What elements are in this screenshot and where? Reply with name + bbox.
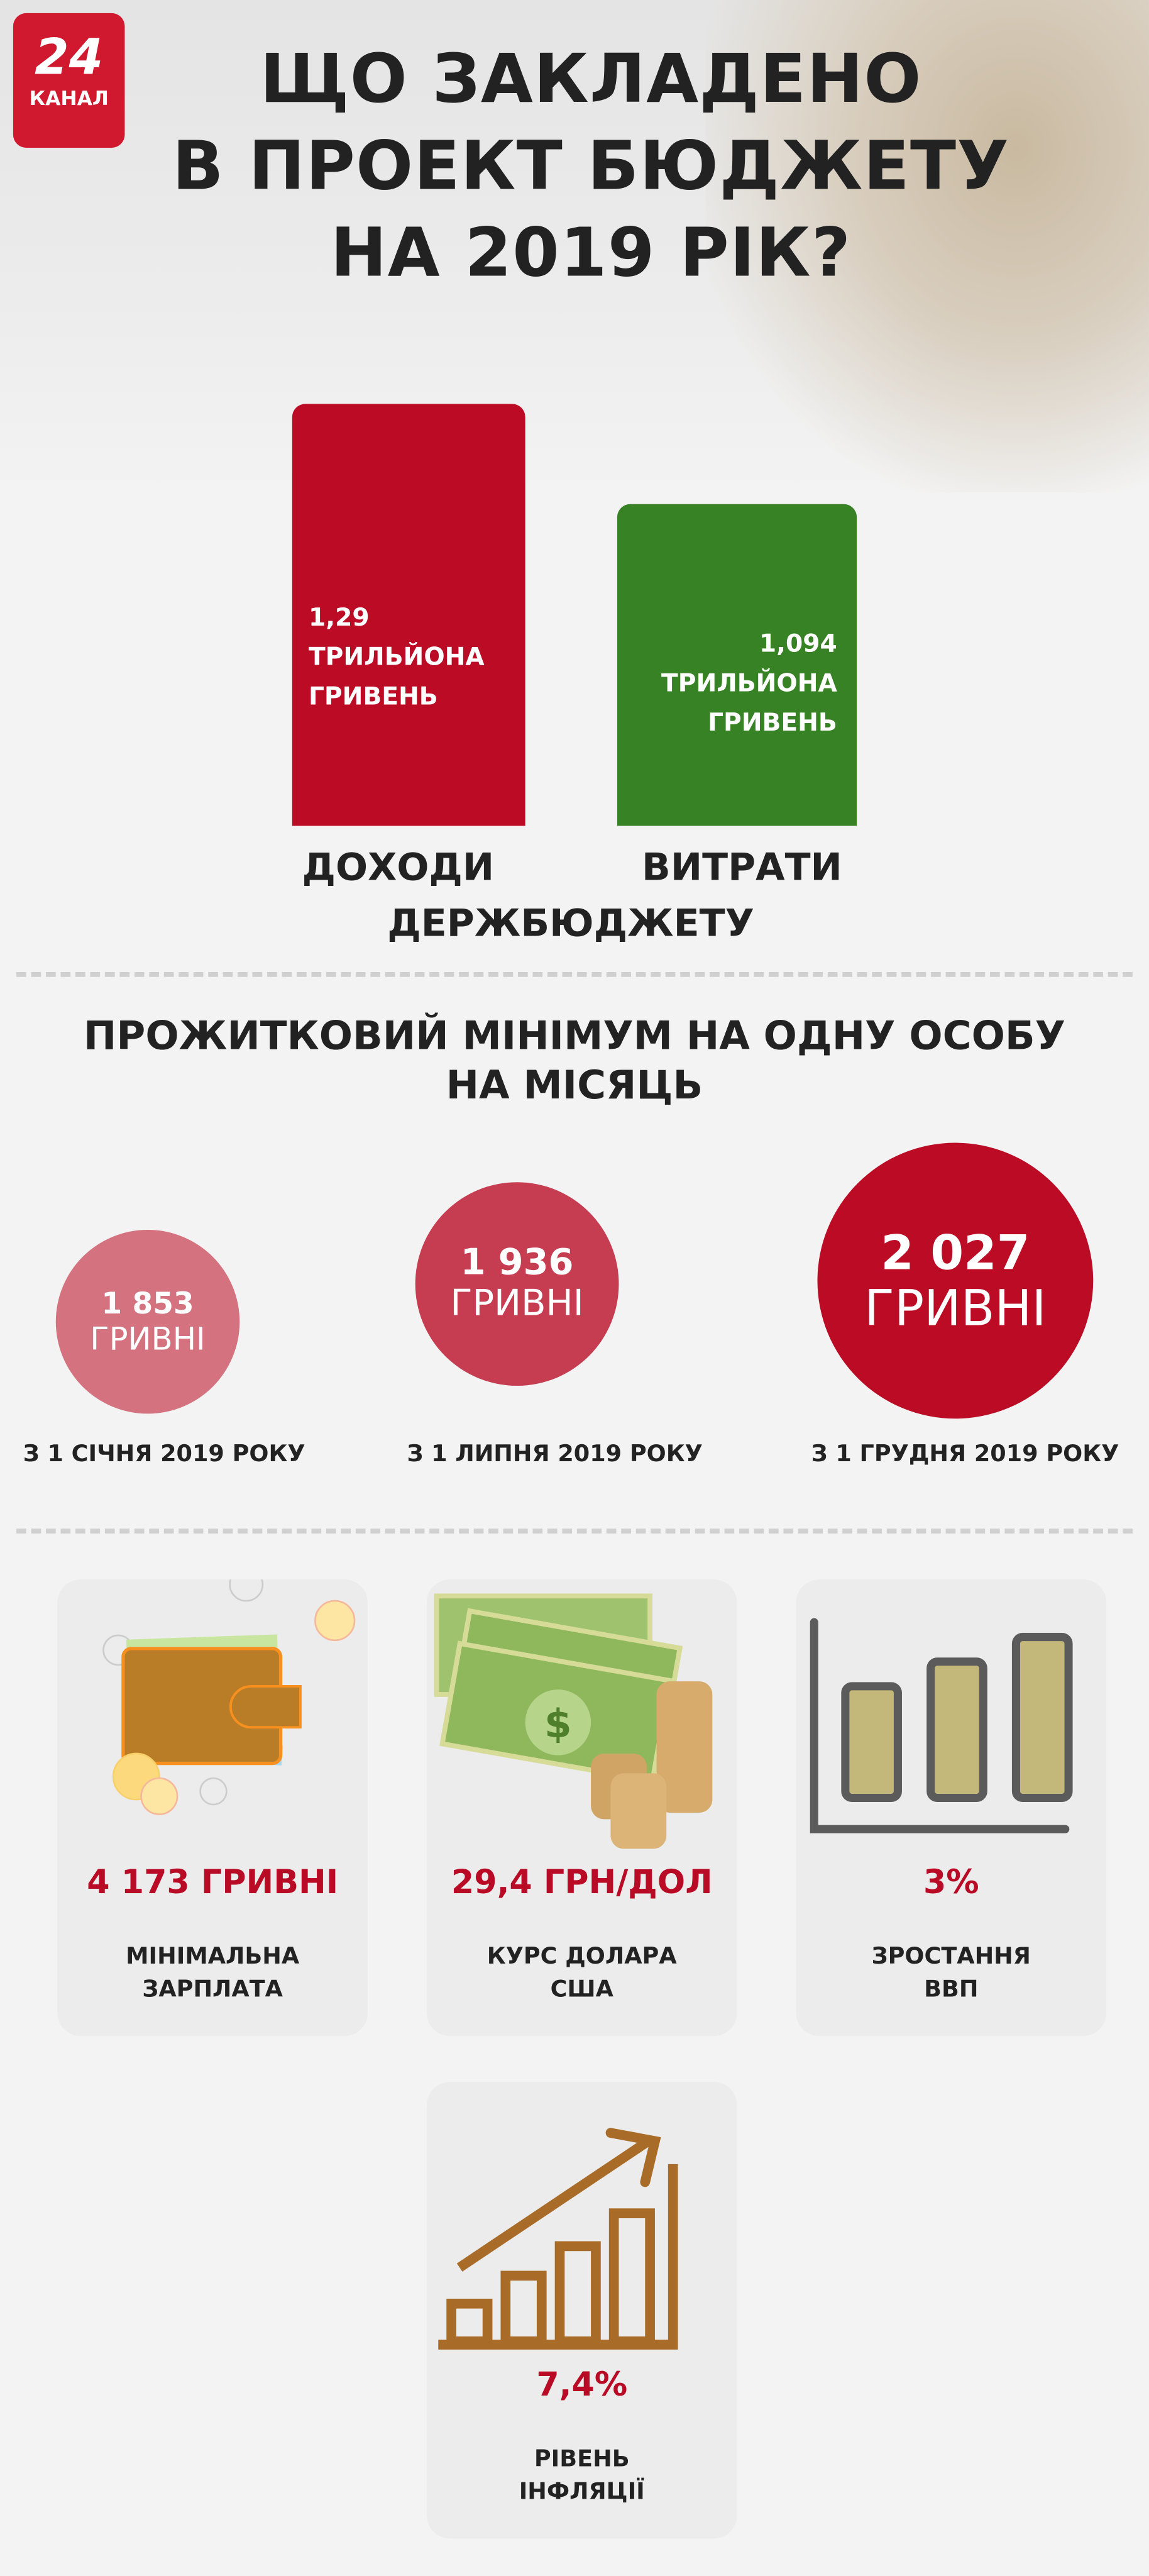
indicator-card-min-wage: 4 173 ГРИВНІ МІНІМАЛЬНА ЗАРПЛАТА: [57, 1579, 368, 2037]
indicator-value: 7,4%: [536, 2364, 628, 2404]
caption-line: КУРС ДОЛАРА: [487, 1943, 677, 1971]
indicator-value: 4 173 ГРИВНІ: [87, 1862, 339, 1902]
circle-unit: ГРИВНІ: [450, 1284, 584, 1325]
indicator-card-inflation: 7,4% РІВЕНЬ ІНФЛЯЦІЇ: [426, 2082, 737, 2539]
revenue-unit: ТРИЛЬЙОНА: [308, 642, 485, 672]
caption-line: ІНФЛЯЦІЇ: [519, 2479, 645, 2506]
indicator-card-usd-rate: $ 29,4 ГРН/ДОЛ КУРС ДОЛАРА США: [426, 1579, 737, 2037]
circle-unit: ГРИВНІ: [90, 1320, 206, 1357]
caption-line: США: [550, 1977, 613, 2003]
subsistence-circle: 1 853 ГРИВНІ: [55, 1229, 240, 1414]
indicator-value: 29,4 ГРН/ДОЛ: [451, 1862, 713, 1902]
page-title: ЩО ЗАКЛАДЕНО В ПРОЕКТ БЮДЖЕТУ НА 2019 РІ…: [164, 36, 1018, 297]
expenses-bar: 1,094 ТРИЛЬЙОНА ГРИВЕНЬ: [617, 504, 857, 826]
indicator-caption: МІНІМАЛЬНА ЗАРПЛАТА: [57, 1941, 368, 2006]
revenue-value: 1,29: [308, 602, 370, 633]
coins-photo: [705, 0, 1149, 493]
subsistence-circle: 1 936 ГРИВНІ: [415, 1182, 619, 1386]
caption-line: ВВП: [924, 1977, 979, 2003]
indicator-caption: КУРС ДОЛАРА США: [427, 1941, 737, 2006]
hero-background: [0, 0, 1149, 493]
caption-line: РІВЕНЬ: [534, 2446, 630, 2473]
heading-line: НА МІСЯЦЬ: [446, 1062, 703, 1108]
subsistence-circle: 2 027 ГРИВНІ: [817, 1142, 1094, 1419]
caption-line: ЗРОСТАННЯ: [871, 1943, 1031, 1971]
bar-chart-icon: [810, 1618, 1073, 1833]
circle-date: З 1 ЛИПНЯ 2019 РОКУ: [407, 1441, 703, 1468]
logo-word: КАНАЛ: [29, 87, 109, 110]
logo-number: 24: [35, 30, 104, 87]
logo: 24 КАНАЛ: [13, 13, 125, 148]
indicator-card-gdp: 3% ЗРОСТАННЯ ВВП: [796, 1579, 1107, 2037]
divider: [16, 971, 1133, 977]
money-coins-icon: $: [434, 1593, 713, 1849]
caption-line: МІНІМАЛЬНА: [126, 1943, 300, 1971]
growth-chart-icon: [438, 2128, 678, 2350]
title-line: НА 2019 РІК?: [330, 213, 852, 292]
expenses-label: ВИТРАТИ: [642, 847, 842, 890]
budget-label: ДЕРЖБЮДЖЕТУ: [387, 903, 754, 946]
indicator-caption: РІВЕНЬ ІНФЛЯЦІЇ: [427, 2443, 737, 2509]
wallet-icon: [102, 1579, 356, 1815]
revenue-currency: ГРИВЕНЬ: [308, 681, 438, 711]
revenue-bar: 1,29 ТРИЛЬЙОНА ГРИВЕНЬ: [292, 404, 525, 826]
circle-date: З 1 ГРУДНЯ 2019 РОКУ: [811, 1441, 1119, 1468]
title-line: В ПРОЕКТ БЮДЖЕТУ: [172, 126, 1010, 206]
expenses-currency: ГРИВЕНЬ: [708, 707, 837, 738]
expenses-value: 1,094: [759, 628, 837, 658]
subsistence-heading: ПРОЖИТКОВИЙ МІНІМУМ НА ОДНУ ОСОБУ НА МІС…: [0, 1012, 1149, 1110]
circle-unit: ГРИВНІ: [864, 1280, 1047, 1337]
expenses-unit: ТРИЛЬЙОНА: [661, 668, 837, 698]
revenue-label: ДОХОДИ: [302, 847, 495, 890]
circle-date: З 1 СІЧНЯ 2019 РОКУ: [23, 1441, 305, 1468]
caption-line: ЗАРПЛАТА: [142, 1977, 283, 2003]
circle-value: 1 936: [460, 1242, 574, 1285]
svg-text:$: $: [544, 1701, 572, 1747]
title-line: ЩО ЗАКЛАДЕНО: [260, 39, 922, 119]
indicator-value: 3%: [923, 1862, 979, 1902]
indicator-caption: ЗРОСТАННЯ ВВП: [796, 1941, 1107, 2006]
heading-line: ПРОЖИТКОВИЙ МІНІМУМ НА ОДНУ ОСОБУ: [83, 1013, 1066, 1059]
divider: [16, 1528, 1133, 1534]
circle-value: 2 027: [881, 1224, 1030, 1280]
circle-value: 1 853: [101, 1286, 194, 1321]
